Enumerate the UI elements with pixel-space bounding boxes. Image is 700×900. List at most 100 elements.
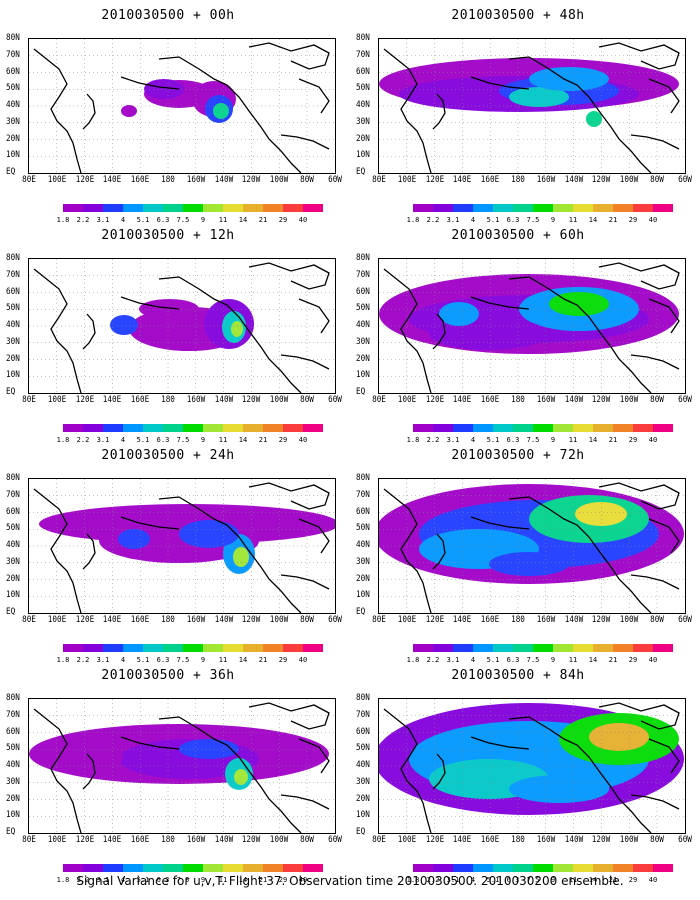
variance-field [379,699,685,833]
latitude-label: 60N [6,726,20,737]
latitude-label: 70N [356,269,370,280]
coastline [508,716,652,833]
colorbar-label: 7.5 [526,656,540,664]
variance-field [29,479,335,613]
colorbar-label: 3.1 [446,436,460,444]
coastline [598,42,680,70]
colorbar-swatch [593,644,613,652]
latitude-label: 10N [6,590,20,601]
coastline [470,736,530,750]
latitude-label: 30N [6,776,20,787]
variance-contour [118,529,150,549]
colorbar-swatch [63,424,83,432]
coastline [280,354,330,370]
latitude-label: EQ [6,827,16,837]
longitude-label: 80E [22,175,36,185]
colorbar-swatch [493,644,513,652]
colorbar-swatch [243,424,263,432]
coastline [248,702,330,730]
colorbar-label: 7.5 [526,876,540,884]
longitude-label: 140W [214,835,233,845]
latitude-label: 50N [356,743,370,754]
colorbar-swatch [163,424,183,432]
colorbar-label: 11 [218,216,228,224]
longitude-label: 140E [103,615,122,625]
longitude-label: 140W [564,175,583,185]
longitude-label: 180 [511,395,525,405]
colorbar [413,204,673,212]
colorbar-label: 5.1 [486,436,500,444]
longitude-label: 100E [47,175,67,185]
colorbar-label: 29 [278,876,288,884]
latitude-label: 60N [356,506,370,517]
coastline [82,313,96,350]
longitude-label: 100W [619,615,639,625]
colorbar-swatch [183,204,203,212]
colorbar-label: 2.2 [76,436,90,444]
colorbar-label: 40 [298,436,308,444]
latitude-label: 20N [356,573,370,584]
map-panel: 2010030500 + 72h 80N 70N 60N 50N 40N 30N 20N 10N… [356,448,692,664]
coastline [33,268,82,393]
colorbar-label: 2.2 [426,876,440,884]
longitude-label: 80W [300,835,314,845]
colorbar-label: 4 [470,656,476,664]
longitude-label: 60W [678,835,692,845]
longitude-label: 180 [161,835,175,845]
colorbar-label: 14 [238,876,248,884]
longitude-label: 60W [328,175,342,185]
coastline [33,488,82,613]
colorbar-label: 14 [588,436,598,444]
colorbar-label: 4 [470,876,476,884]
colorbar-label: 1.8 [56,876,70,884]
coastline [120,516,180,530]
colorbar-label: 3.1 [446,876,460,884]
colorbar-swatch [163,644,183,652]
longitude-label: 120E [425,395,444,405]
colorbar-label: 2.2 [426,216,440,224]
colorbar-label: 9 [550,436,556,444]
longitude-label: 180 [511,835,525,845]
variance-contour [213,103,229,119]
colorbar-label: 1.8 [56,656,70,664]
colorbar-label: 40 [298,656,308,664]
latitude-label: 70N [6,489,20,500]
longitude-label: 140E [103,835,122,845]
coastline [298,738,330,774]
colorbar-label: 7.5 [176,436,190,444]
colorbar-swatch [123,424,143,432]
latitude-label: 60N [356,66,370,77]
longitude-label: 100W [619,175,639,185]
coastline [120,296,180,310]
longitude-label: 100E [397,395,417,405]
colorbar-swatch [243,204,263,212]
colorbar-swatch [553,424,573,432]
coastline [470,76,530,90]
coastline [630,134,680,150]
panel-title: 2010030500 + 60h [451,228,585,243]
latitude-label: 60N [6,66,20,77]
panel-title: 2010030500 + 36h [101,668,235,683]
colorbar-swatch [493,424,513,432]
colorbar-swatch [413,644,433,652]
longitude-label: 160W [536,835,556,845]
colorbar-swatch [433,644,453,652]
latitude-label: 40N [356,760,370,770]
colorbar [63,644,323,652]
colorbar-swatch [453,864,473,872]
longitude-label: 80E [372,835,386,845]
colorbar-label: 7.5 [176,216,190,224]
colorbar-label: 5.1 [486,656,500,664]
colorbar-label: 2.2 [76,876,90,884]
latitude-label: 50N [6,83,20,94]
colorbar-label: 9 [200,436,206,444]
colorbar-label: 11 [568,656,578,664]
latitude-label: 80N [356,253,370,263]
colorbar-swatch [513,864,533,872]
colorbar-swatch [473,204,493,212]
colorbar-swatch [593,424,613,432]
variance-field [29,39,335,173]
longitude-label: 120W [242,395,261,405]
colorbar-swatch [283,644,303,652]
colorbar-label: 4 [120,436,126,444]
